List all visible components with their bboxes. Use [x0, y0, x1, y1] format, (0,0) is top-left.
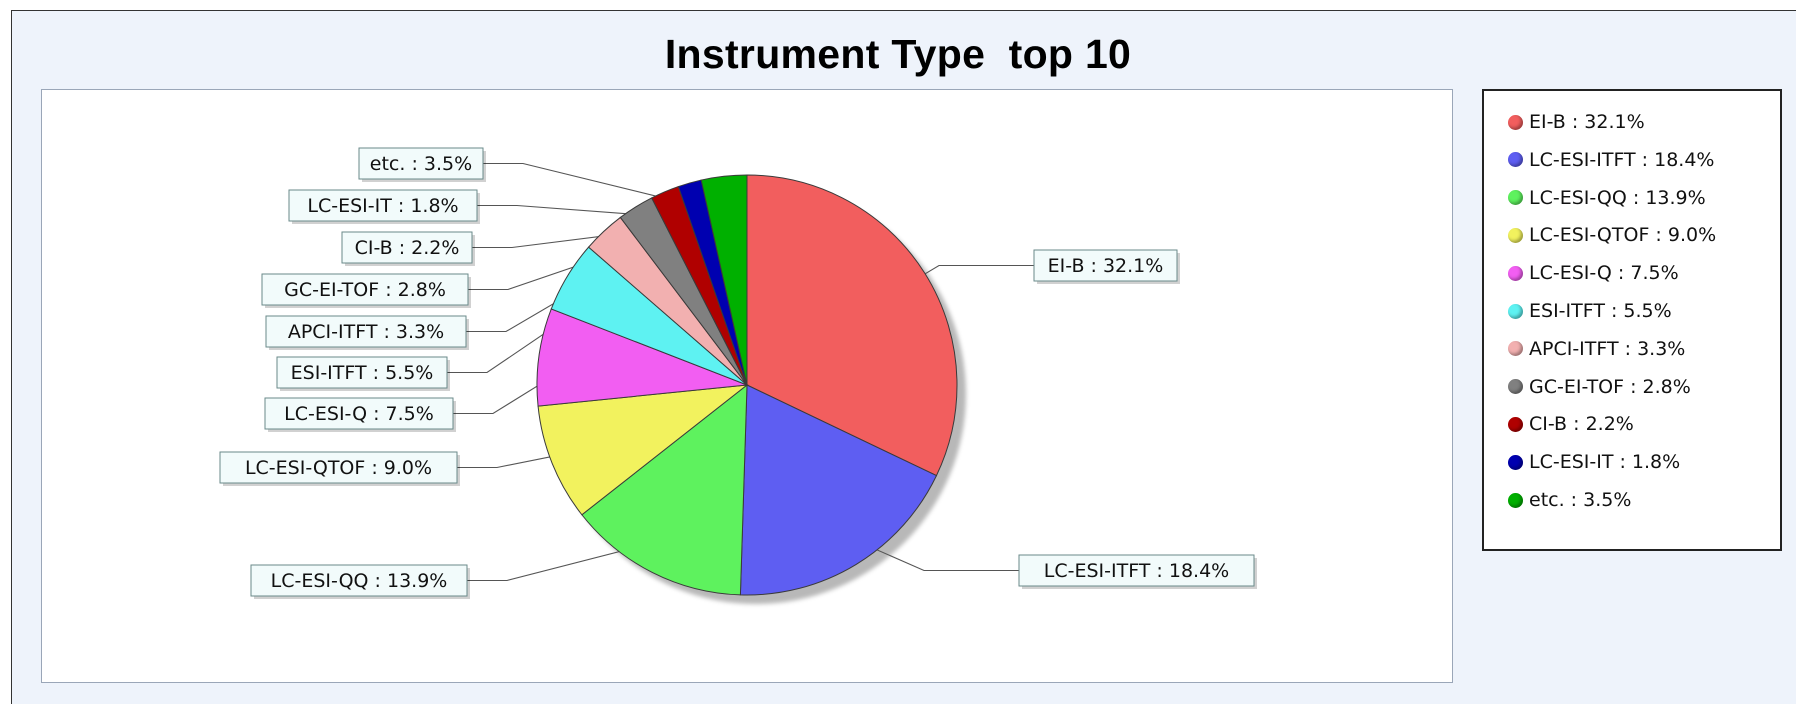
- legend-swatch-esi-itft: [1508, 303, 1523, 319]
- slice-label-box-lc-esi-qtof: [219, 451, 458, 484]
- legend-swatch-ei-b: [1508, 114, 1523, 130]
- legend-label-etc: etc. : 3.5%: [1529, 489, 1632, 511]
- legend-label-lc-esi-itft: LC-ESI-ITFT : 18.4%: [1529, 148, 1715, 171]
- legend-swatch-lc-esi-qq: [1508, 190, 1523, 206]
- slice-label-box-lc-esi-it: [288, 189, 478, 222]
- legend-label-lc-esi-qq: LC-ESI-QQ : 13.9%: [1529, 186, 1706, 209]
- legend-item-etc: etc. : 3.5%: [1508, 485, 1631, 515]
- legend-label-esi-itft: ESI-ITFT : 5.5%: [1529, 300, 1672, 322]
- slice-label-box-gc-ei-tof: [261, 273, 469, 306]
- legend-swatch-lc-esi-itft: [1508, 152, 1523, 168]
- legend-item-apci-itft: APCI-ITFT : 3.3%: [1508, 334, 1685, 364]
- legend-item-lc-esi-qq: LC-ESI-QQ : 13.9%: [1508, 183, 1706, 213]
- slice-label-ci-b: CI-B : 2.2%: [355, 237, 460, 259]
- pie-slices: [536, 174, 958, 596]
- legend-swatch-lc-esi-it: [1508, 454, 1523, 470]
- legend-label-gc-ei-tof: GC-EI-TOF : 2.8%: [1529, 375, 1691, 398]
- legend-label-lc-esi-q: LC-ESI-Q : 7.5%: [1529, 262, 1679, 285]
- slice-label-box-lc-esi-q: [264, 397, 454, 430]
- slice-label-esi-itft: ESI-ITFT : 5.5%: [291, 362, 434, 384]
- legend-item-lc-esi-qtof: LC-ESI-QTOF : 9.0%: [1508, 220, 1716, 250]
- legend-swatch-apci-itft: [1508, 341, 1523, 357]
- pie-slice-lc-esi-q: [536, 308, 748, 407]
- legend-label-lc-esi-qtof: LC-ESI-QTOF : 9.0%: [1529, 224, 1717, 247]
- slice-label-apci-itft: APCI-ITFT : 3.3%: [288, 321, 444, 343]
- slice-label-lc-esi-qq: LC-ESI-QQ : 13.9%: [271, 570, 448, 592]
- slice-label-box-ci-b: [341, 231, 473, 264]
- legend-item-gc-ei-tof: GC-EI-TOF : 2.8%: [1508, 372, 1691, 402]
- legend: EI-B : 32.1% LC-ESI-ITFT : 18.4% LC-ESI-QQ…: [1482, 89, 1782, 551]
- slice-label-box-esi-itft: [276, 356, 448, 389]
- legend-label-apci-itft: APCI-ITFT : 3.3%: [1529, 337, 1686, 360]
- legend-swatch-gc-ei-tof: [1508, 379, 1523, 395]
- legend-swatch-lc-esi-q: [1508, 265, 1523, 281]
- slice-label-ei-b: EI-B : 32.1%: [1048, 255, 1164, 277]
- pie-slice-lc-esi-itft: [739, 384, 938, 596]
- chart-title: Instrument Type top 10: [664, 31, 1132, 77]
- legend-item-ei-b: EI-B : 32.1%: [1508, 107, 1645, 137]
- slice-label-lc-esi-qtof: LC-ESI-QTOF : 9.0%: [245, 457, 432, 479]
- slice-label-lc-esi-itft: LC-ESI-ITFT : 18.4%: [1044, 560, 1229, 582]
- legend-swatch-etc: [1508, 492, 1523, 508]
- slice-labels: EI-B : 32.1% LC-ESI-ITFT : 18.4% LC-ESI-QQ…: [219, 147, 1257, 599]
- slice-label-lc-esi-it: LC-ESI-IT : 1.8%: [307, 195, 458, 217]
- slice-label-lc-esi-q: LC-ESI-Q : 7.5%: [284, 403, 434, 425]
- slice-label-box-lc-esi-itft: [1018, 554, 1255, 587]
- legend-label-ci-b: CI-B : 2.2%: [1529, 413, 1634, 436]
- legend-swatch-lc-esi-qtof: [1508, 227, 1523, 243]
- legend-item-lc-esi-itft: LC-ESI-ITFT : 18.4%: [1508, 145, 1714, 175]
- slice-label-box-ei-b: [1033, 249, 1178, 282]
- legend-label-ei-b: EI-B : 32.1%: [1529, 111, 1645, 133]
- legend-label-lc-esi-it: LC-ESI-IT : 1.8%: [1529, 451, 1681, 474]
- legend-item-lc-esi-it: LC-ESI-IT : 1.8%: [1508, 447, 1680, 477]
- pie-slice-lc-esi-qq: [581, 383, 748, 596]
- legend-item-ci-b: CI-B : 2.2%: [1508, 409, 1634, 439]
- slice-label-box-apci-itft: [265, 315, 467, 348]
- legend-swatch-ci-b: [1508, 416, 1523, 432]
- leader-line-lc-esi-qq: [467, 538, 670, 582]
- legend-item-lc-esi-q: LC-ESI-Q : 7.5%: [1508, 258, 1679, 288]
- slice-label-etc: etc. : 3.5%: [370, 153, 472, 175]
- pie-slice-ei-b: [746, 174, 958, 477]
- slice-label-box-etc: [358, 147, 484, 180]
- pie-slice-etc: [700, 174, 748, 386]
- slice-label-gc-ei-tof: GC-EI-TOF : 2.8%: [284, 279, 446, 301]
- slice-label-box-lc-esi-qq: [250, 564, 468, 597]
- legend-item-esi-itft: ESI-ITFT : 5.5%: [1508, 296, 1672, 326]
- pie-slice-lc-esi-qtof: [537, 384, 749, 516]
